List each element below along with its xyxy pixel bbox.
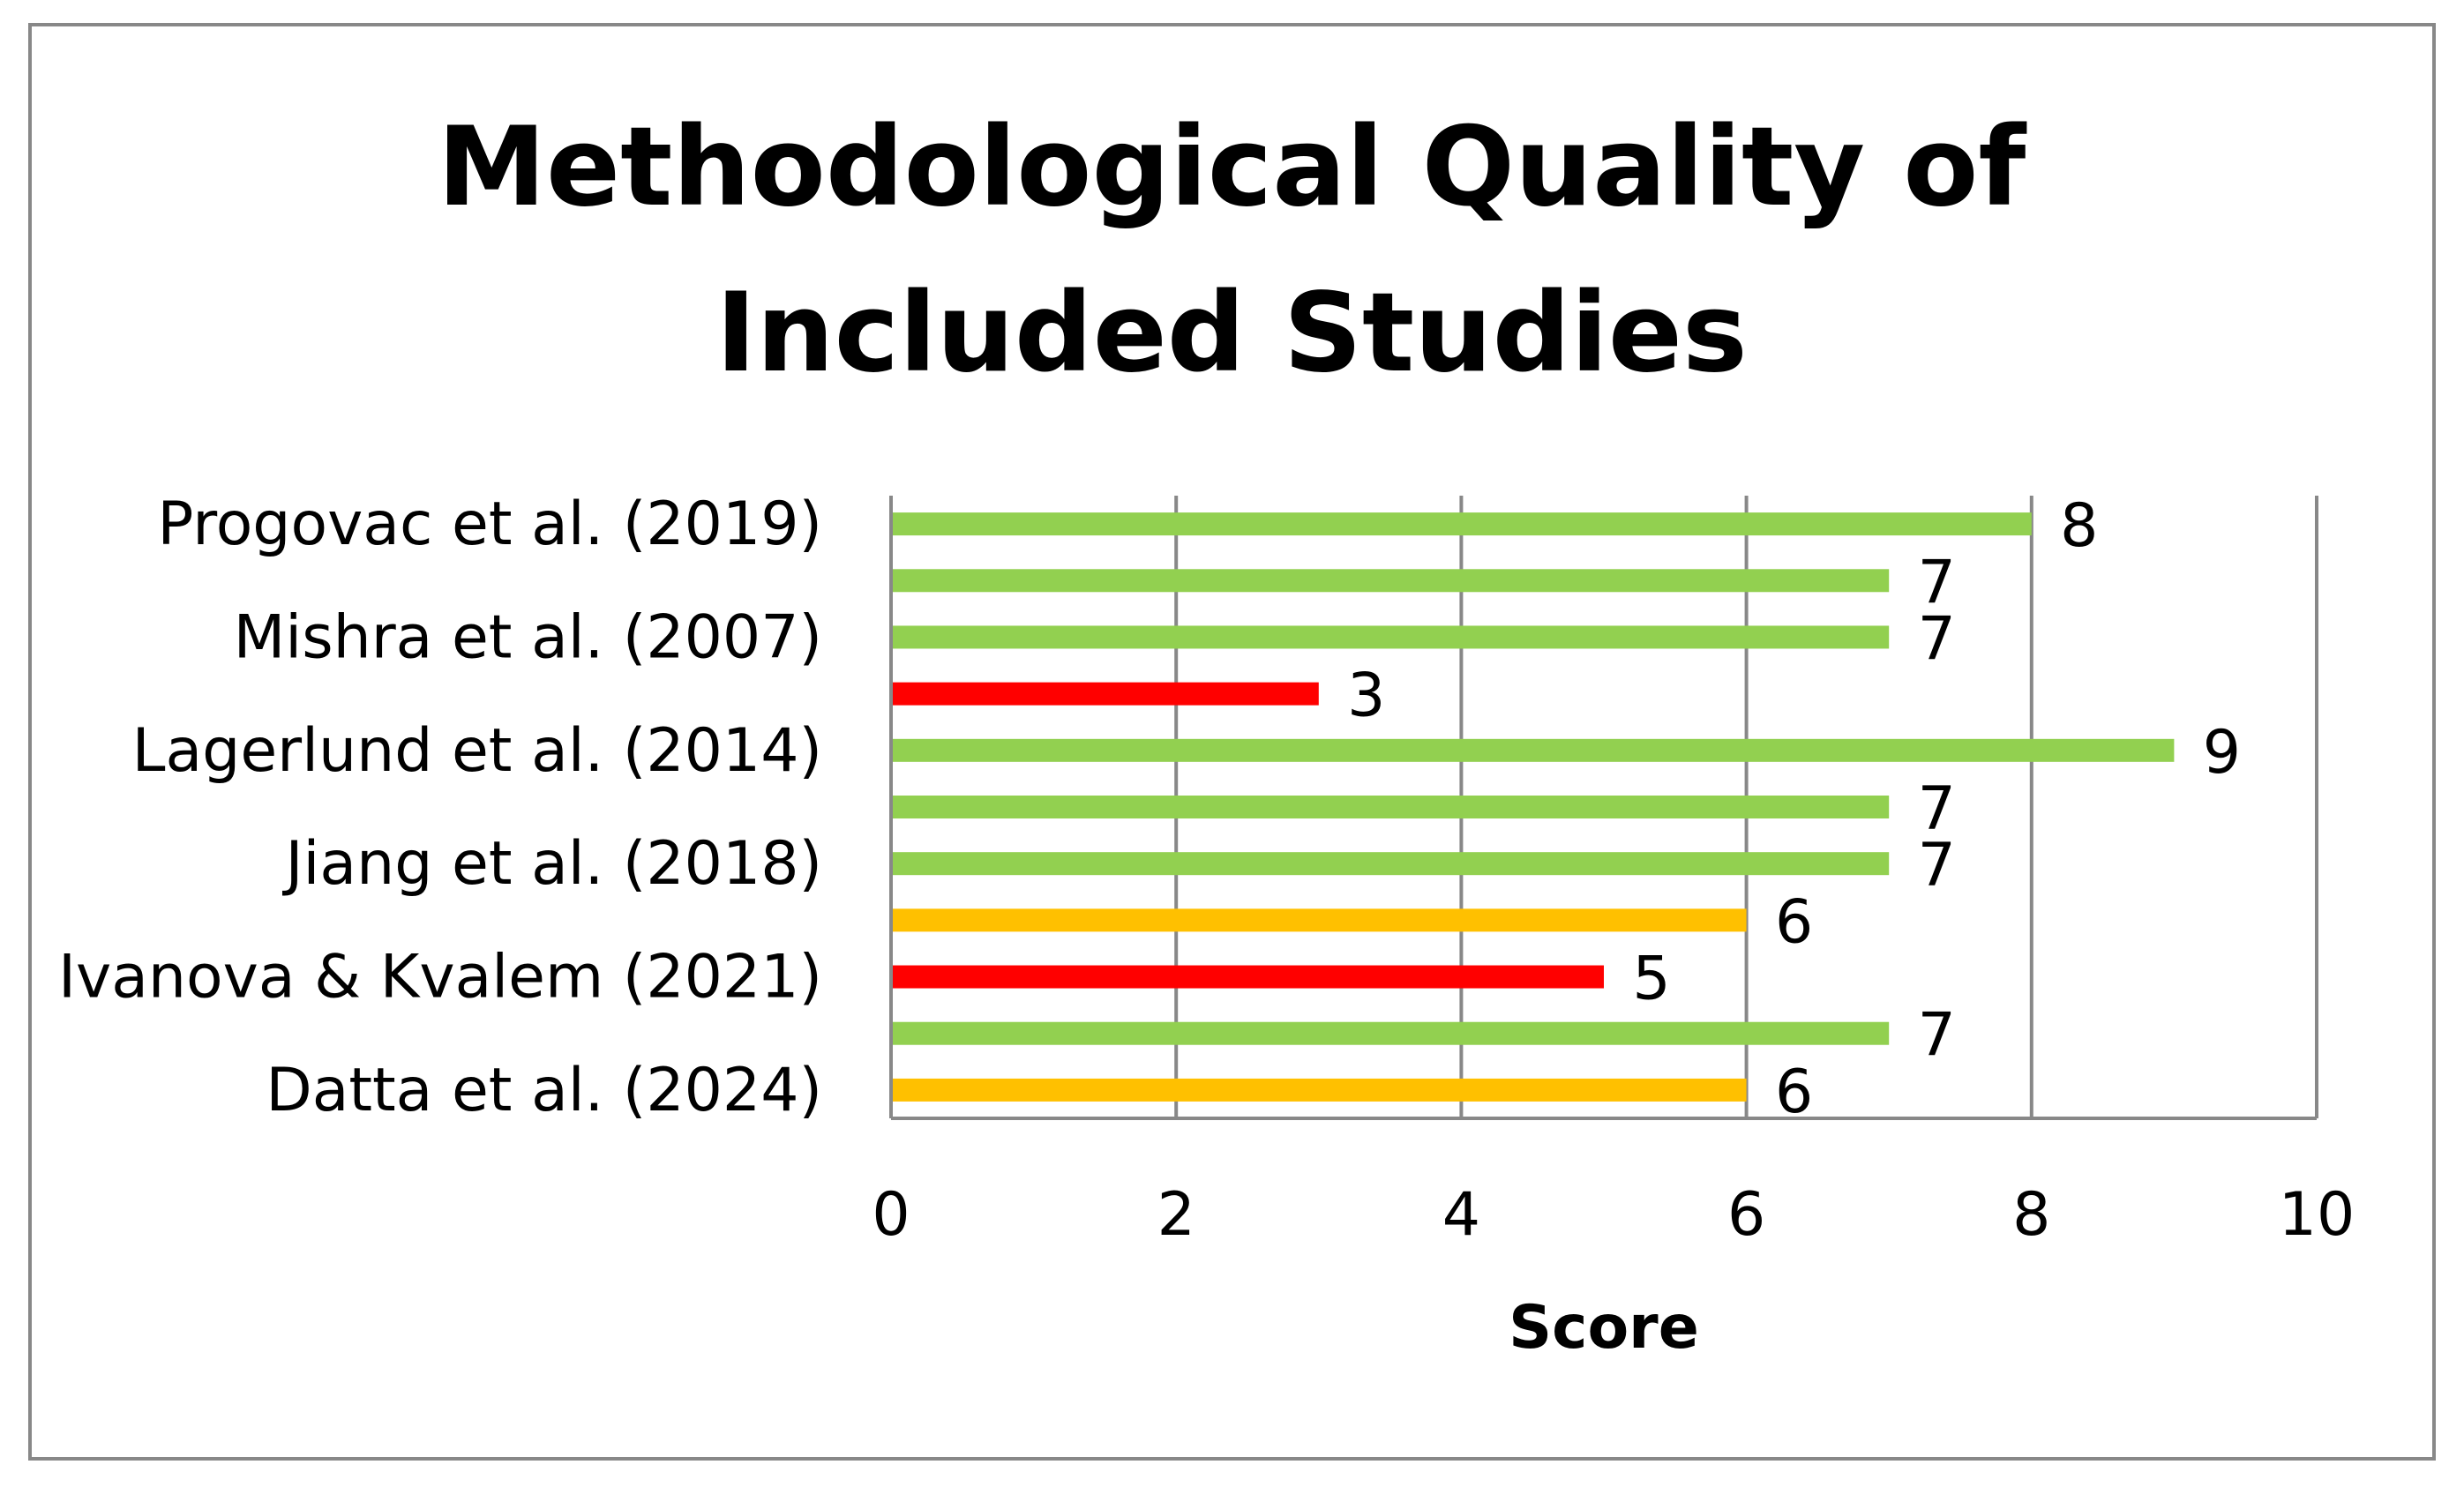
category-labels: Progovac et al. (2019) Mishra et al. (200… bbox=[58, 489, 822, 1125]
category-label: Lagerlund et al. (2014) bbox=[132, 716, 822, 786]
bar bbox=[891, 1021, 1890, 1045]
category-label: Jiang et al. (2018) bbox=[281, 829, 822, 899]
x-tick-label: 6 bbox=[1727, 1180, 1765, 1250]
bar-data-label: 7 bbox=[1918, 548, 1956, 617]
category-label: Datta et al. (2024) bbox=[266, 1056, 822, 1125]
bar bbox=[891, 908, 1747, 932]
x-tick-label: 2 bbox=[1157, 1180, 1195, 1250]
chart-title-line-2: Included Studies bbox=[715, 270, 1748, 397]
bar-data-label: 6 bbox=[1775, 1057, 1813, 1127]
bar-data-label: 7 bbox=[1918, 831, 1956, 900]
bar bbox=[891, 512, 2032, 536]
x-tick-label: 4 bbox=[1442, 1180, 1480, 1250]
bar-data-label: 5 bbox=[1632, 945, 1670, 1014]
bar bbox=[891, 682, 1319, 706]
bar bbox=[891, 1078, 1747, 1102]
x-tick-label: 10 bbox=[2279, 1180, 2355, 1250]
bar-data-label: 3 bbox=[1347, 661, 1385, 731]
x-tick-label: 8 bbox=[2012, 1180, 2050, 1250]
bar bbox=[891, 625, 1890, 649]
bar-data-label: 6 bbox=[1775, 887, 1813, 957]
x-tick-labels: 0 2 4 6 8 10 bbox=[872, 1180, 2355, 1250]
axes bbox=[889, 496, 2317, 1120]
bar bbox=[891, 569, 1890, 593]
bar-data-label: 8 bbox=[2060, 491, 2098, 561]
category-label: Mishra et al. (2007) bbox=[234, 602, 822, 672]
bar-data-label: 7 bbox=[1918, 1001, 1956, 1071]
bars bbox=[891, 512, 2175, 1102]
bar bbox=[891, 965, 1604, 989]
bar bbox=[891, 738, 2175, 762]
category-label: Ivanova & Kvalem (2021) bbox=[58, 943, 822, 1013]
bar bbox=[891, 796, 1890, 818]
bar-data-label: 7 bbox=[1918, 774, 1956, 844]
category-label: Progovac et al. (2019) bbox=[157, 489, 822, 559]
x-tick-label: 0 bbox=[872, 1180, 910, 1250]
chart-title-line-1: Methodological Quality of bbox=[438, 104, 2028, 231]
bar bbox=[891, 852, 1890, 876]
x-axis-title: Score bbox=[1509, 1293, 1699, 1363]
bar-data-label: 9 bbox=[2203, 718, 2241, 788]
bar-data-label: 7 bbox=[1918, 604, 1956, 674]
